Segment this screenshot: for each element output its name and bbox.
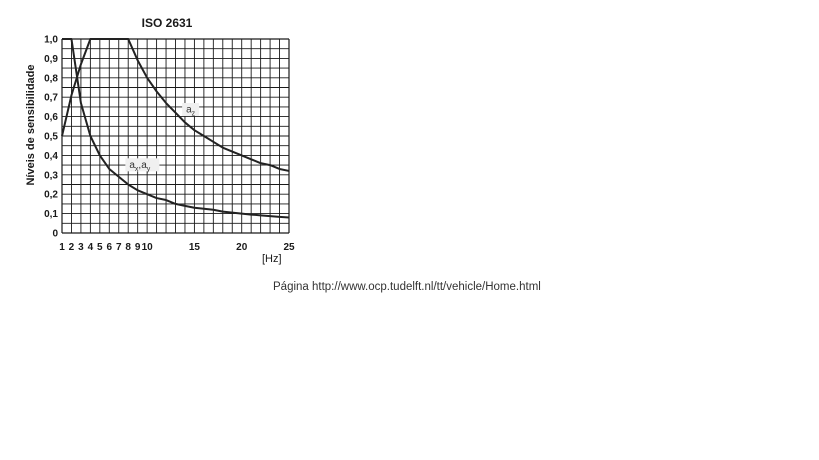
series-curves <box>61 38 290 219</box>
y-axis-label: Níveis de sensibilidade <box>25 64 37 185</box>
y-tick-label: 0,9 <box>44 54 58 65</box>
x-tick-label: 2 <box>69 242 75 253</box>
x-tick-label: 20 <box>236 242 248 253</box>
y-tick-label: 0,4 <box>44 151 58 162</box>
x-tick-labels: 1 2 3 4 5 6 7 8 9 10 15 20 25 <box>59 242 295 253</box>
x-tick-label: 10 <box>142 242 154 253</box>
series-az-label: az <box>186 105 196 118</box>
y-tick-label: 0,8 <box>44 73 58 84</box>
y-tick-label: 0,6 <box>44 112 58 123</box>
y-tick-label: 0,1 <box>44 209 58 220</box>
chart-title: ISO 2631 <box>142 16 193 30</box>
series-axay-line <box>62 38 290 219</box>
x-tick-label: 8 <box>125 242 131 253</box>
y-tick-label: 0,7 <box>44 93 58 104</box>
x-tick-label: 9 <box>135 242 141 253</box>
grid <box>61 38 290 234</box>
series-az-label-box <box>182 103 200 117</box>
y-tick-label: 0 <box>52 229 58 240</box>
y-tick-labels: 0 0,1 0,2 0,3 0,4 0,5 0,6 0,7 0,8 0,9 1,0 <box>44 35 58 240</box>
x-tick-label: 25 <box>283 242 295 253</box>
y-tick-label: 0,2 <box>44 190 58 201</box>
y-tick-label: 0,5 <box>44 132 58 143</box>
x-tick-label: 1 <box>59 242 65 253</box>
x-tick-label: 4 <box>88 242 94 253</box>
y-tick-label: 1,0 <box>44 35 58 46</box>
x-tick-label: 6 <box>107 242 113 253</box>
x-tick-label: 5 <box>97 242 103 253</box>
y-tick-label: 0,3 <box>44 170 58 181</box>
x-axis-unit: [Hz] <box>262 253 282 265</box>
source-caption: Página http://www.ocp.tudelft.nl/tt/vehi… <box>273 281 541 293</box>
series-az-line <box>61 38 290 172</box>
series-labels: az ax,ay <box>125 103 200 173</box>
x-tick-label: 15 <box>189 242 201 253</box>
series-axay-label: ax,ay <box>129 160 150 173</box>
series-axay-label-box <box>125 158 160 172</box>
x-tick-label: 7 <box>116 242 122 253</box>
x-tick-label: 3 <box>78 242 84 253</box>
